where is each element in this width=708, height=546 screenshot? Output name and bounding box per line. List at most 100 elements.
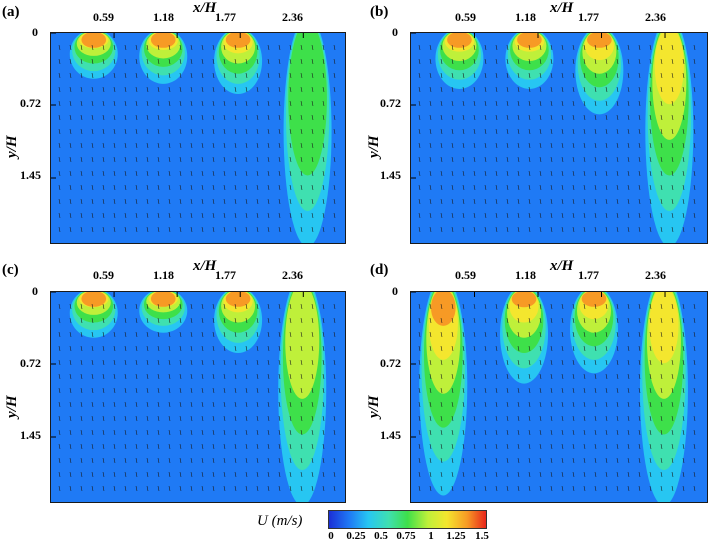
velocity-vector xyxy=(594,212,597,219)
velocity-vector xyxy=(113,345,116,352)
velocity-vector xyxy=(168,58,171,65)
velocity-vector xyxy=(627,303,630,310)
jet-2 xyxy=(139,33,188,84)
velocity-vector xyxy=(627,128,630,135)
velocity-vector xyxy=(594,485,597,492)
velocity-vector xyxy=(429,485,432,492)
velocity-vector xyxy=(583,373,586,380)
velocity-vector xyxy=(627,387,630,394)
velocity-vector xyxy=(201,212,204,219)
velocity-vector xyxy=(605,226,608,233)
velocity-vector xyxy=(300,212,303,219)
velocity-vector xyxy=(245,457,248,464)
contour-level xyxy=(150,33,176,48)
velocity-vector xyxy=(550,86,553,93)
velocity-vector xyxy=(322,184,325,191)
velocity-vector xyxy=(124,415,127,422)
velocity-vector xyxy=(80,359,83,366)
velocity-vector xyxy=(671,317,674,324)
velocity-vector xyxy=(190,170,193,177)
velocity-vector xyxy=(671,170,674,177)
velocity-vector xyxy=(495,198,498,205)
velocity-vector xyxy=(333,359,336,366)
velocity-vector xyxy=(418,86,421,93)
velocity-vector xyxy=(80,58,83,65)
velocity-vector xyxy=(322,317,325,324)
velocity-vector xyxy=(583,212,586,219)
velocity-vector xyxy=(135,58,138,65)
velocity-vector xyxy=(682,100,685,107)
velocity-vector xyxy=(212,100,215,107)
velocity-vector xyxy=(168,373,171,380)
velocity-vector xyxy=(517,128,520,135)
velocity-vector xyxy=(91,226,94,233)
velocity-vector xyxy=(201,226,204,233)
jet-3 xyxy=(214,33,263,95)
velocity-vector xyxy=(91,114,94,121)
velocity-vector xyxy=(561,471,564,478)
velocity-vector xyxy=(80,303,83,310)
velocity-vector xyxy=(201,142,204,149)
velocity-vector xyxy=(649,142,652,149)
velocity-vector xyxy=(660,429,663,436)
velocity-vector xyxy=(649,156,652,163)
velocity-vector xyxy=(451,142,454,149)
velocity-vector xyxy=(627,170,630,177)
velocity-vector xyxy=(245,359,248,366)
velocity-vector xyxy=(462,415,465,422)
velocity-vector xyxy=(572,156,575,163)
y-tick-label: 0 xyxy=(392,25,398,39)
velocity-vector xyxy=(190,373,193,380)
velocity-vector xyxy=(616,429,619,436)
velocity-vector xyxy=(495,72,498,79)
velocity-vector xyxy=(594,471,597,478)
velocity-vector xyxy=(616,226,619,233)
velocity-vector xyxy=(91,72,94,79)
contour-level xyxy=(225,33,251,48)
velocity-vector xyxy=(418,331,421,338)
velocity-vector xyxy=(671,142,674,149)
velocity-vector xyxy=(451,317,454,324)
velocity-vector xyxy=(212,471,215,478)
velocity-vector xyxy=(473,142,476,149)
velocity-vector xyxy=(124,471,127,478)
velocity-vector xyxy=(289,58,292,65)
velocity-vector xyxy=(583,184,586,191)
velocity-vector xyxy=(157,100,160,107)
velocity-vector xyxy=(168,72,171,79)
velocity-vector xyxy=(190,303,193,310)
velocity-vector xyxy=(58,373,61,380)
velocity-vector xyxy=(146,373,149,380)
velocity-vector xyxy=(638,457,641,464)
velocity-vector xyxy=(58,100,61,107)
velocity-vector xyxy=(594,303,597,310)
velocity-vector xyxy=(693,128,696,135)
velocity-vector xyxy=(660,345,663,352)
velocity-vector xyxy=(124,443,127,450)
velocity-vector xyxy=(102,72,105,79)
panel-label: (c) xyxy=(2,262,19,278)
velocity-vector xyxy=(322,415,325,422)
velocity-vector xyxy=(80,457,83,464)
velocity-vector xyxy=(693,212,696,219)
velocity-vector xyxy=(91,485,94,492)
velocity-vector xyxy=(462,170,465,177)
velocity-vector xyxy=(418,359,421,366)
contour-level xyxy=(150,292,176,307)
velocity-vector xyxy=(572,429,575,436)
velocity-vector xyxy=(245,226,248,233)
velocity-vector xyxy=(146,128,149,135)
velocity-vector xyxy=(267,429,270,436)
velocity-vector xyxy=(201,156,204,163)
velocity-vector xyxy=(451,485,454,492)
velocity-vector xyxy=(440,58,443,65)
velocity-vector xyxy=(289,184,292,191)
velocity-vector xyxy=(102,128,105,135)
velocity-vector xyxy=(190,401,193,408)
velocity-vector xyxy=(561,317,564,324)
velocity-vector xyxy=(484,317,487,324)
velocity-vector xyxy=(311,142,314,149)
velocity-vector xyxy=(660,457,663,464)
velocity-vector xyxy=(311,198,314,205)
velocity-vector xyxy=(113,170,116,177)
